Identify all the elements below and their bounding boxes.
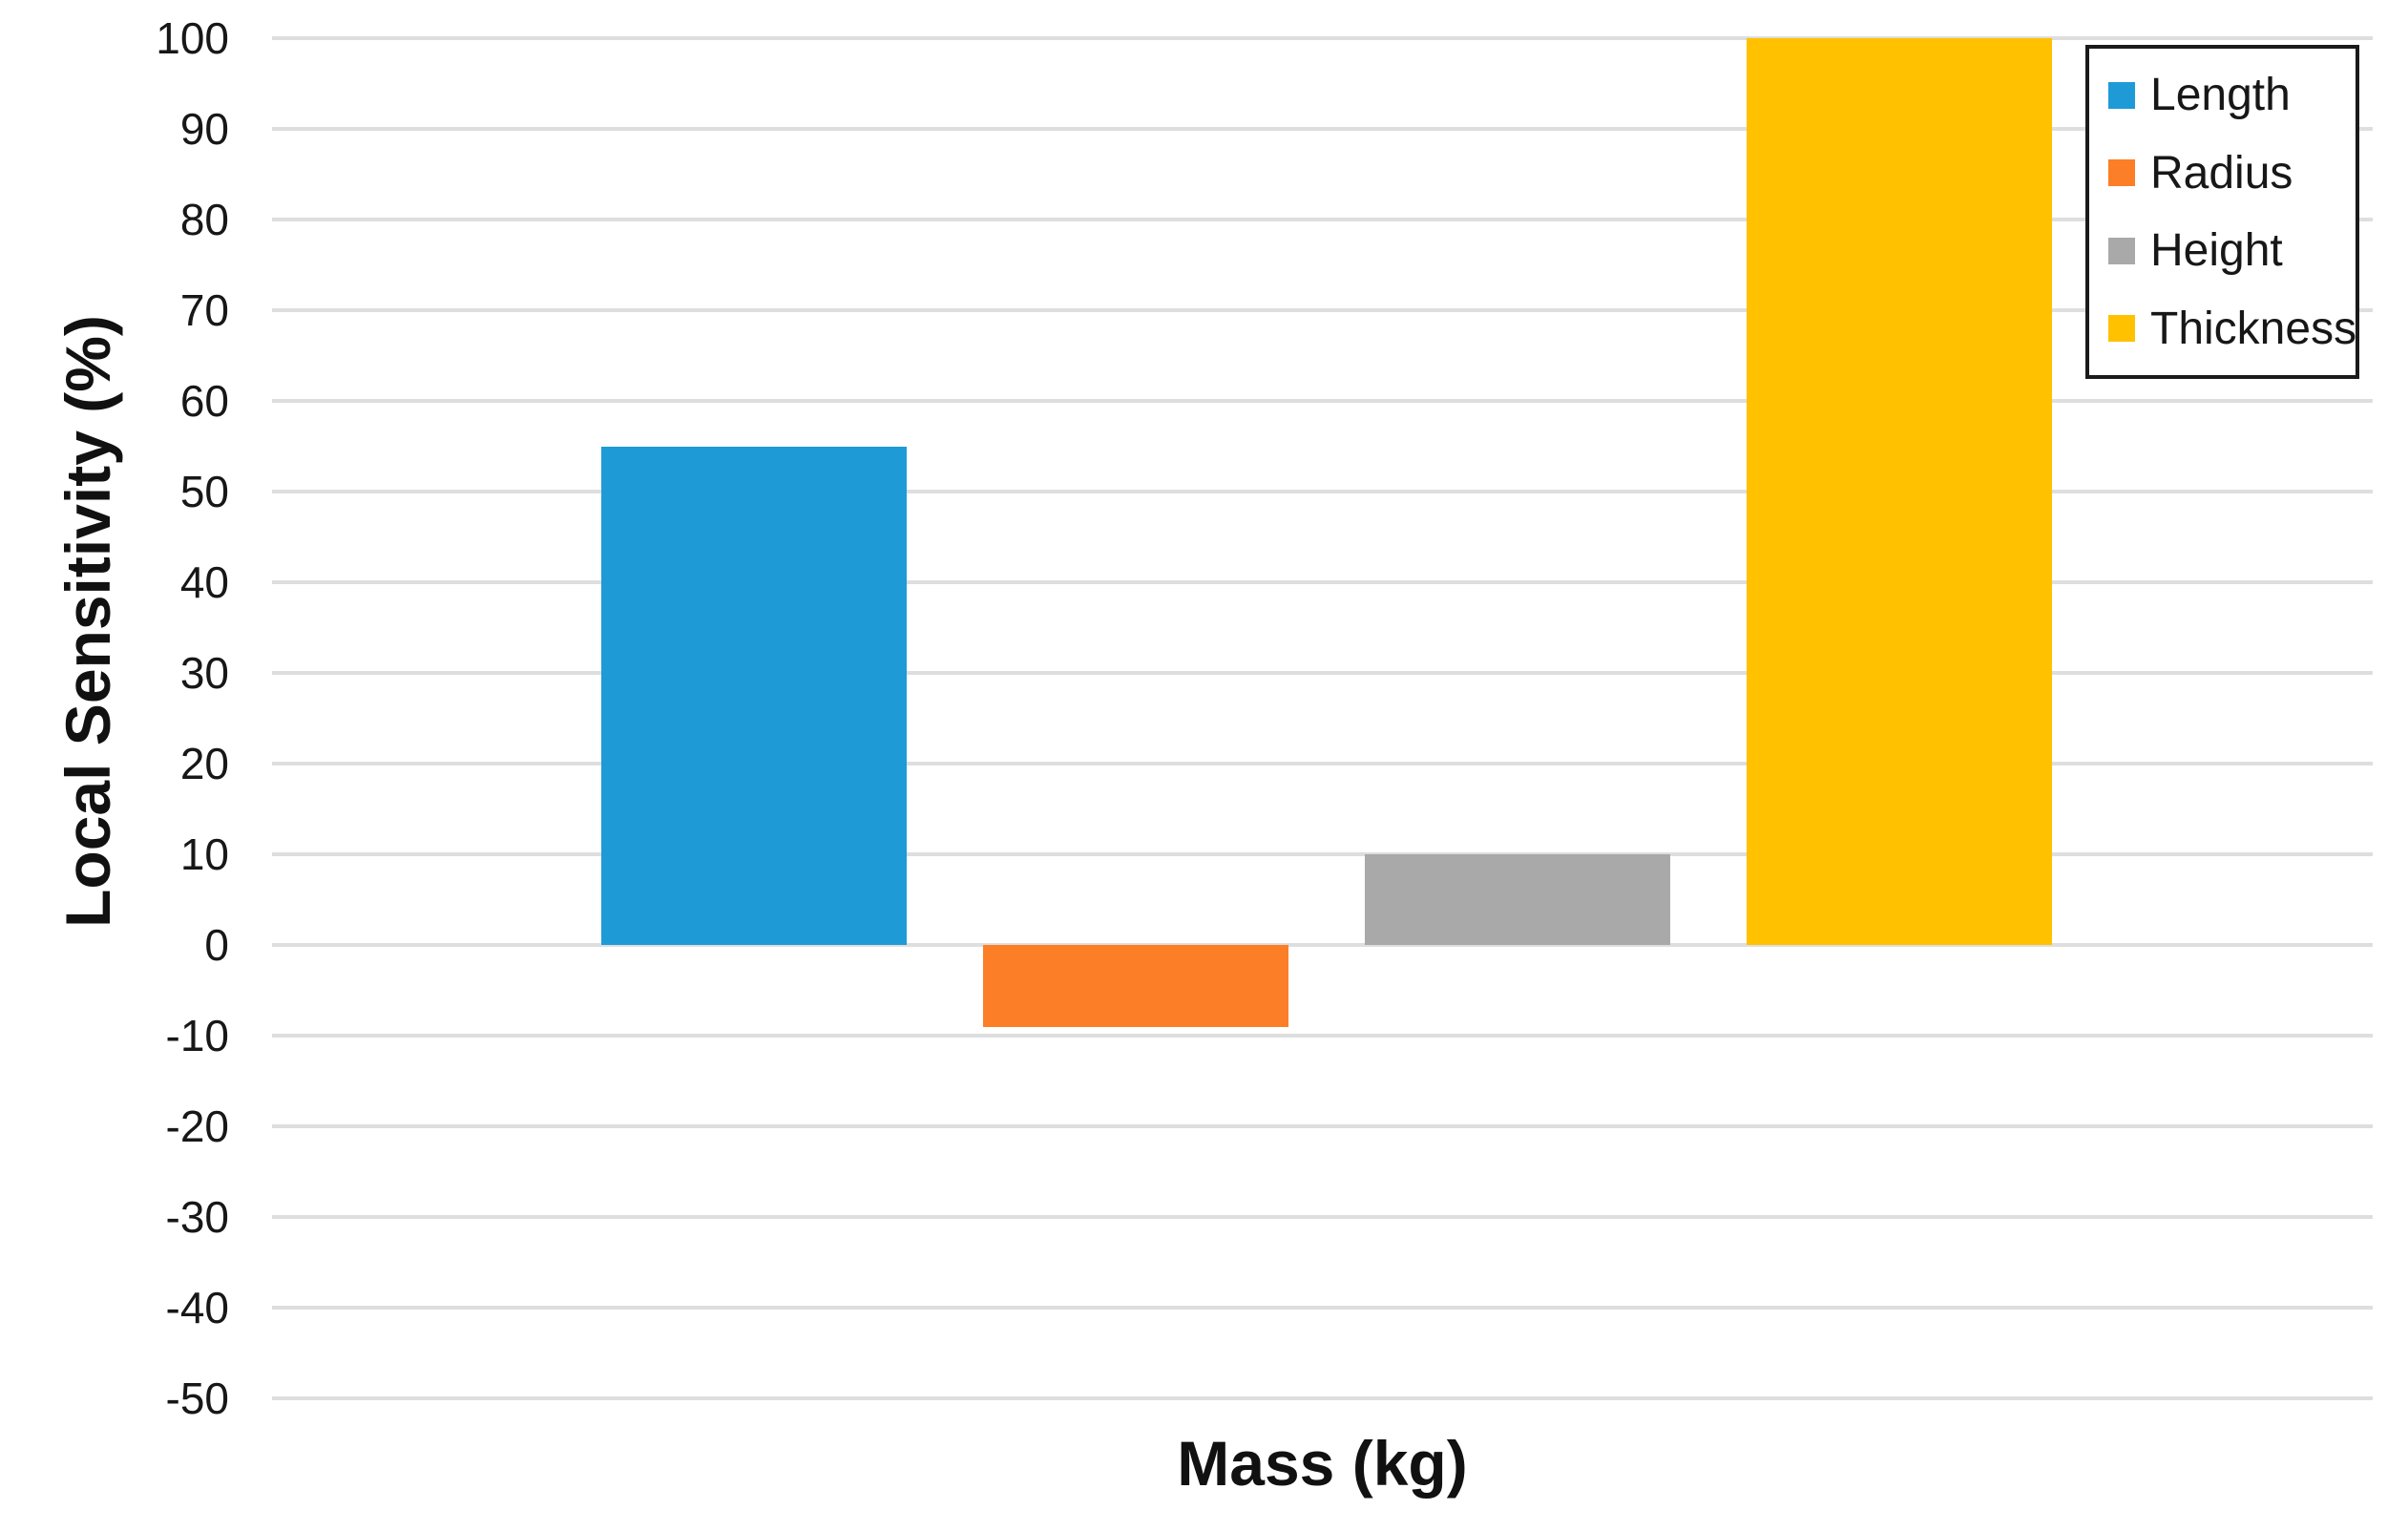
legend-item-radius: Radius — [2108, 147, 2356, 199]
y-tick-label-40: 40 — [179, 557, 229, 607]
gridline-y-10 — [272, 852, 2373, 856]
legend-marker-thickness — [2108, 315, 2135, 343]
gridline-y--30 — [272, 1215, 2373, 1219]
gridline-y-50 — [272, 490, 2373, 493]
gridline-y-80 — [272, 218, 2373, 221]
bar-radius — [983, 945, 1288, 1027]
y-tick-label-80: 80 — [179, 195, 229, 244]
gridline-y-90 — [272, 127, 2373, 131]
y-tick-label-90: 90 — [179, 104, 229, 154]
gridline-y--10 — [272, 1034, 2373, 1038]
gridline-y-30 — [272, 671, 2373, 675]
legend-marker-length — [2108, 81, 2135, 109]
y-tick-label-30: 30 — [179, 648, 229, 698]
legend-label-height: Height — [2150, 225, 2283, 277]
legend-label-radius: Radius — [2150, 147, 2293, 199]
y-tick-label-10: 10 — [179, 829, 229, 879]
y-tick-label--10: -10 — [165, 1011, 229, 1060]
gridline-y--50 — [272, 1396, 2373, 1400]
gridline-y--40 — [272, 1306, 2373, 1310]
bar-thickness — [1747, 38, 2052, 945]
y-tick-label-70: 70 — [179, 285, 229, 335]
x-axis-title: Mass (kg) — [1177, 1428, 1468, 1499]
legend-item-length: Length — [2108, 69, 2356, 121]
gridline-y-70 — [272, 308, 2373, 312]
gridline-y-100 — [272, 36, 2373, 40]
y-tick-label--50: -50 — [165, 1374, 229, 1423]
bar-height — [1365, 854, 1670, 945]
legend-marker-radius — [2108, 159, 2135, 187]
y-tick-label--20: -20 — [165, 1101, 229, 1151]
y-tick-label--40: -40 — [165, 1283, 229, 1332]
legend: Length Radius Height Thickness — [2085, 45, 2359, 379]
gridline-y-20 — [272, 762, 2373, 766]
gridline-y-40 — [272, 580, 2373, 584]
bar-length — [601, 446, 907, 945]
y-tick-label-100: 100 — [156, 13, 229, 63]
legend-item-thickness: Thickness — [2108, 303, 2356, 355]
gridline-y--20 — [272, 1124, 2373, 1128]
y-tick-label-60: 60 — [179, 376, 229, 426]
legend-marker-height — [2108, 237, 2135, 264]
gridline-y-0 — [272, 943, 2373, 947]
y-tick-label--30: -30 — [165, 1192, 229, 1242]
y-tick-label-50: 50 — [179, 467, 229, 516]
y-tick-label-0: 0 — [204, 920, 229, 970]
legend-item-height: Height — [2108, 224, 2356, 277]
legend-label-thickness: Thickness — [2150, 303, 2357, 354]
gridline-y-60 — [272, 399, 2373, 403]
legend-label-length: Length — [2150, 70, 2291, 121]
y-tick-label-20: 20 — [179, 739, 229, 788]
